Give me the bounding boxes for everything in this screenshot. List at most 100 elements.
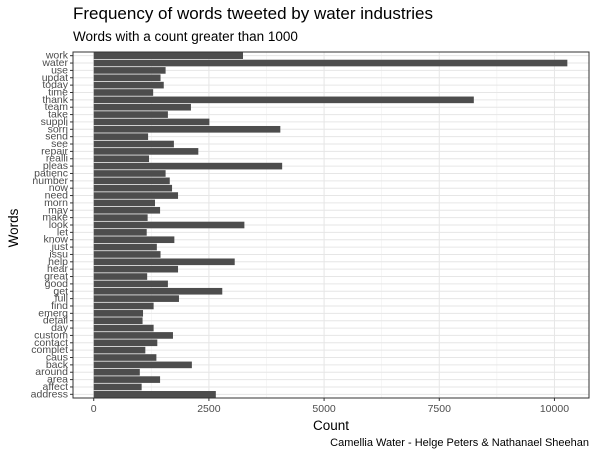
y-tick-label: sorri xyxy=(48,123,68,135)
y-tick-label: affect xyxy=(43,381,69,393)
bar-number xyxy=(93,177,170,185)
x-tick-label: 2500 xyxy=(197,403,221,415)
y-tick-label: around xyxy=(35,366,68,378)
y-tick-label: work xyxy=(45,50,69,62)
bar-help xyxy=(93,258,235,266)
bar-repair xyxy=(93,148,199,155)
y-tick-label: use xyxy=(51,64,68,76)
y-tick-label: morn xyxy=(44,197,68,209)
y-tick-label: hear xyxy=(47,263,69,275)
y-tick-label: may xyxy=(48,204,69,216)
chart-title: Frequency of words tweeted by water indu… xyxy=(73,4,434,23)
y-tick-label: day xyxy=(51,322,69,334)
y-tick-label: thank xyxy=(42,94,68,106)
y-tick-label: address xyxy=(31,388,68,400)
bar-take xyxy=(93,111,168,118)
y-tick-label: detail xyxy=(43,315,68,327)
bar-get xyxy=(93,287,223,295)
bar-suppli xyxy=(93,118,210,126)
bar-pleas xyxy=(93,162,283,170)
chart-subtitle: Words with a count greater than 1000 xyxy=(73,29,298,44)
bar-day xyxy=(93,324,154,332)
bar-updat xyxy=(93,74,161,82)
bar-affect xyxy=(93,383,142,391)
y-tick-label: take xyxy=(48,109,68,121)
bar-patienc xyxy=(93,170,166,177)
bar-time xyxy=(93,89,154,96)
bar-around xyxy=(93,368,140,376)
bar-look xyxy=(93,221,245,229)
y-tick-label: issu xyxy=(49,248,68,260)
y-tick-label: team xyxy=(45,101,69,113)
y-tick-label: custom xyxy=(34,329,68,341)
bar-contact xyxy=(93,339,158,347)
bar-know xyxy=(93,236,175,244)
y-tick-label: complet xyxy=(31,344,68,356)
y-tick-label: find xyxy=(51,300,68,312)
x-axis-label: Count xyxy=(312,418,350,433)
bar-full xyxy=(93,295,179,302)
y-tick-label: help xyxy=(48,256,68,268)
y-tick-label: know xyxy=(43,234,68,246)
bar-work xyxy=(93,52,244,59)
bar-address xyxy=(93,391,216,398)
y-tick-label: emerg xyxy=(38,307,68,319)
bar-great xyxy=(93,273,148,280)
bar-need xyxy=(93,192,179,199)
y-tick-label: realli xyxy=(46,153,68,165)
y-tick-label: make xyxy=(42,212,68,224)
x-tick-label: 0 xyxy=(91,403,97,415)
y-tick-label: repair xyxy=(41,145,68,157)
bar-make xyxy=(93,214,148,221)
bar-area xyxy=(93,376,161,383)
bar-now xyxy=(93,184,173,192)
y-axis-label: Words xyxy=(6,208,21,248)
x-tick-label: 7500 xyxy=(428,403,452,415)
y-tick-label: pleas xyxy=(43,160,68,172)
bar-emerg xyxy=(93,310,144,317)
y-tick-label: patienc xyxy=(34,167,68,179)
bar-morn xyxy=(93,199,156,207)
bar-send xyxy=(93,133,149,140)
y-tick-label: see xyxy=(51,138,68,150)
bar-thank xyxy=(93,96,474,104)
y-tick-label: time xyxy=(48,86,68,98)
x-tick-label: 10000 xyxy=(540,403,569,415)
x-tick-label: 5000 xyxy=(312,403,336,415)
y-tick-label: get xyxy=(53,285,68,297)
bar-back xyxy=(93,361,192,369)
bar-today xyxy=(93,81,164,89)
y-tick-label: suppli xyxy=(41,116,68,128)
bar-let xyxy=(93,229,147,236)
bar-realli xyxy=(93,155,150,163)
bar-see xyxy=(93,140,174,148)
y-tick-label: good xyxy=(45,278,69,290)
y-tick-label: contact xyxy=(34,337,68,349)
y-tick-label: full xyxy=(55,293,68,305)
y-tick-label: send xyxy=(45,131,68,143)
y-tick-label: back xyxy=(46,359,69,371)
bar-detail xyxy=(93,317,143,325)
bar-caus xyxy=(93,354,157,361)
y-tick-label: now xyxy=(49,182,69,194)
bar-custom xyxy=(93,332,173,339)
bar-just xyxy=(93,243,157,251)
y-tick-label: great xyxy=(44,271,68,283)
bar-complet xyxy=(93,346,146,354)
y-tick-label: water xyxy=(41,57,68,69)
bar-may xyxy=(93,206,161,214)
y-tick-label: number xyxy=(32,175,68,187)
y-tick-label: just xyxy=(51,241,68,253)
bar-team xyxy=(93,103,191,111)
chart-caption: Camellia Water - Helge Peters & Nathanae… xyxy=(330,437,589,449)
y-tick-label: area xyxy=(47,374,68,386)
bar-sorri xyxy=(93,125,281,133)
bar-use xyxy=(93,67,166,74)
y-tick-label: look xyxy=(49,219,69,231)
y-tick-label: today xyxy=(42,79,68,91)
bar-water xyxy=(93,59,568,67)
bar-issu xyxy=(93,251,161,258)
bar-hear xyxy=(93,265,179,273)
